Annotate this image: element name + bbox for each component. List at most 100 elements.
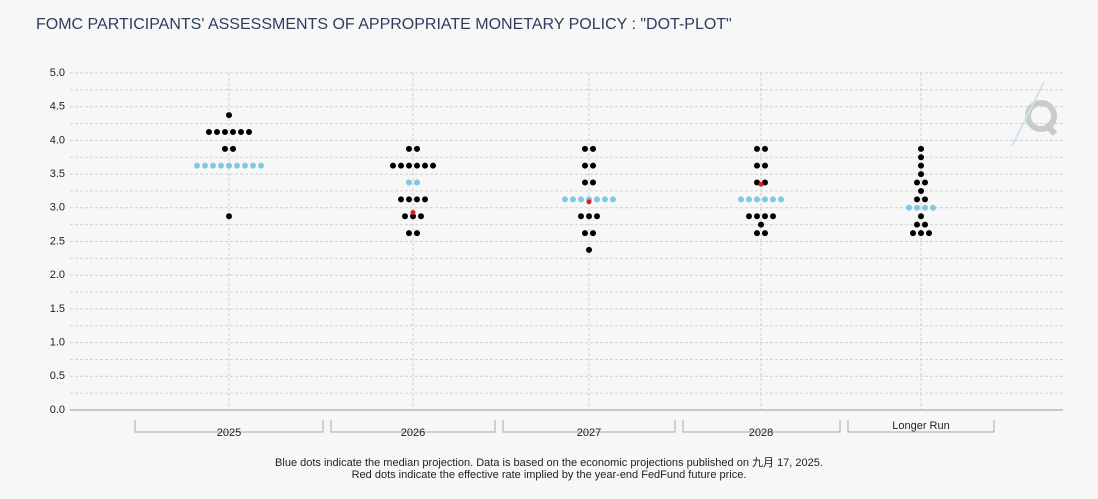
median-dot (562, 196, 568, 203)
x-tick-label: 2025 (216, 427, 242, 439)
dot (914, 221, 920, 228)
dot (410, 213, 416, 220)
median-dot (242, 162, 248, 169)
dot (406, 196, 412, 203)
y-tick-label: 0.5 (50, 370, 65, 382)
dot (222, 145, 228, 152)
median-dot (762, 196, 768, 203)
dot (582, 162, 588, 169)
y-tick-label: 2.0 (50, 269, 65, 281)
dot (226, 112, 232, 119)
dot (918, 187, 924, 194)
median-dot (610, 196, 616, 203)
dot (754, 162, 760, 169)
dot (758, 221, 764, 228)
median-dot (210, 162, 216, 169)
y-tick-label: 2.5 (50, 235, 65, 247)
x-tick-label: 2026 (400, 427, 426, 439)
y-tick-label: 0.0 (50, 404, 65, 416)
dot (582, 179, 588, 186)
dot (246, 128, 252, 135)
median-dot (778, 196, 784, 203)
dot (918, 171, 924, 178)
median-dot (194, 162, 200, 169)
dot (926, 230, 932, 237)
y-tick-label: 4.5 (50, 101, 65, 113)
dot (918, 213, 924, 220)
dot (770, 213, 776, 220)
dot (230, 145, 236, 152)
dot (414, 145, 420, 152)
dot (214, 128, 220, 135)
dot (406, 162, 412, 169)
y-tick-label: 5.0 (50, 67, 65, 79)
median-dot (770, 196, 776, 203)
dot (922, 179, 928, 186)
median-dot (922, 204, 928, 211)
dot (222, 128, 228, 135)
dot (918, 154, 924, 161)
x-tick-label: 2028 (748, 427, 774, 439)
median-dot (746, 196, 752, 203)
y-tick-label: 1.5 (50, 303, 65, 315)
dot (230, 128, 236, 135)
median-dot (258, 162, 264, 169)
dot (754, 179, 760, 186)
chart-title: FOMC PARTICIPANTS' ASSESSMENTS OF APPROP… (36, 16, 732, 33)
median-dot (414, 179, 420, 186)
dot (586, 213, 592, 220)
dot (586, 246, 592, 253)
median-dot (202, 162, 208, 169)
median-dot (906, 204, 912, 211)
dot (422, 162, 428, 169)
median-dot (578, 196, 584, 203)
dot (406, 230, 412, 237)
category-bracket (682, 420, 841, 433)
dot (590, 179, 596, 186)
dot (590, 230, 596, 237)
category-bracket (134, 420, 324, 433)
dot (398, 162, 404, 169)
dot (746, 213, 752, 220)
dot (922, 196, 928, 203)
dot (206, 128, 212, 135)
dot (918, 145, 924, 152)
median-dot (930, 204, 936, 211)
dot (762, 145, 768, 152)
dot (582, 230, 588, 237)
dot (414, 162, 420, 169)
dot (414, 230, 420, 237)
market-rate-dot (410, 210, 416, 216)
dot (406, 145, 412, 152)
logo (1011, 81, 1058, 147)
dot (754, 230, 760, 237)
x-tick-label: Longer Run (892, 420, 950, 432)
median-dot (594, 196, 600, 203)
median-dot (738, 196, 744, 203)
median-dot (570, 196, 576, 203)
median-dot (250, 162, 256, 169)
dot (910, 230, 916, 237)
dot (918, 230, 924, 237)
dot (582, 145, 588, 152)
dot (918, 162, 924, 169)
dot (418, 213, 424, 220)
dot (762, 179, 768, 186)
market-rate-dot (586, 199, 592, 205)
dot (402, 213, 408, 220)
dot (922, 221, 928, 228)
dot (594, 213, 600, 220)
dot (390, 162, 396, 169)
dot (914, 179, 920, 186)
dot (762, 230, 768, 237)
median-dot (406, 179, 412, 186)
median-dot (602, 196, 608, 203)
dot (414, 196, 420, 203)
y-tick-label: 3.0 (50, 202, 65, 214)
dot (578, 213, 584, 220)
dot (762, 162, 768, 169)
category-bracket (847, 420, 995, 433)
note: Red dots indicate the effective rate imp… (352, 469, 747, 481)
dot (762, 213, 768, 220)
